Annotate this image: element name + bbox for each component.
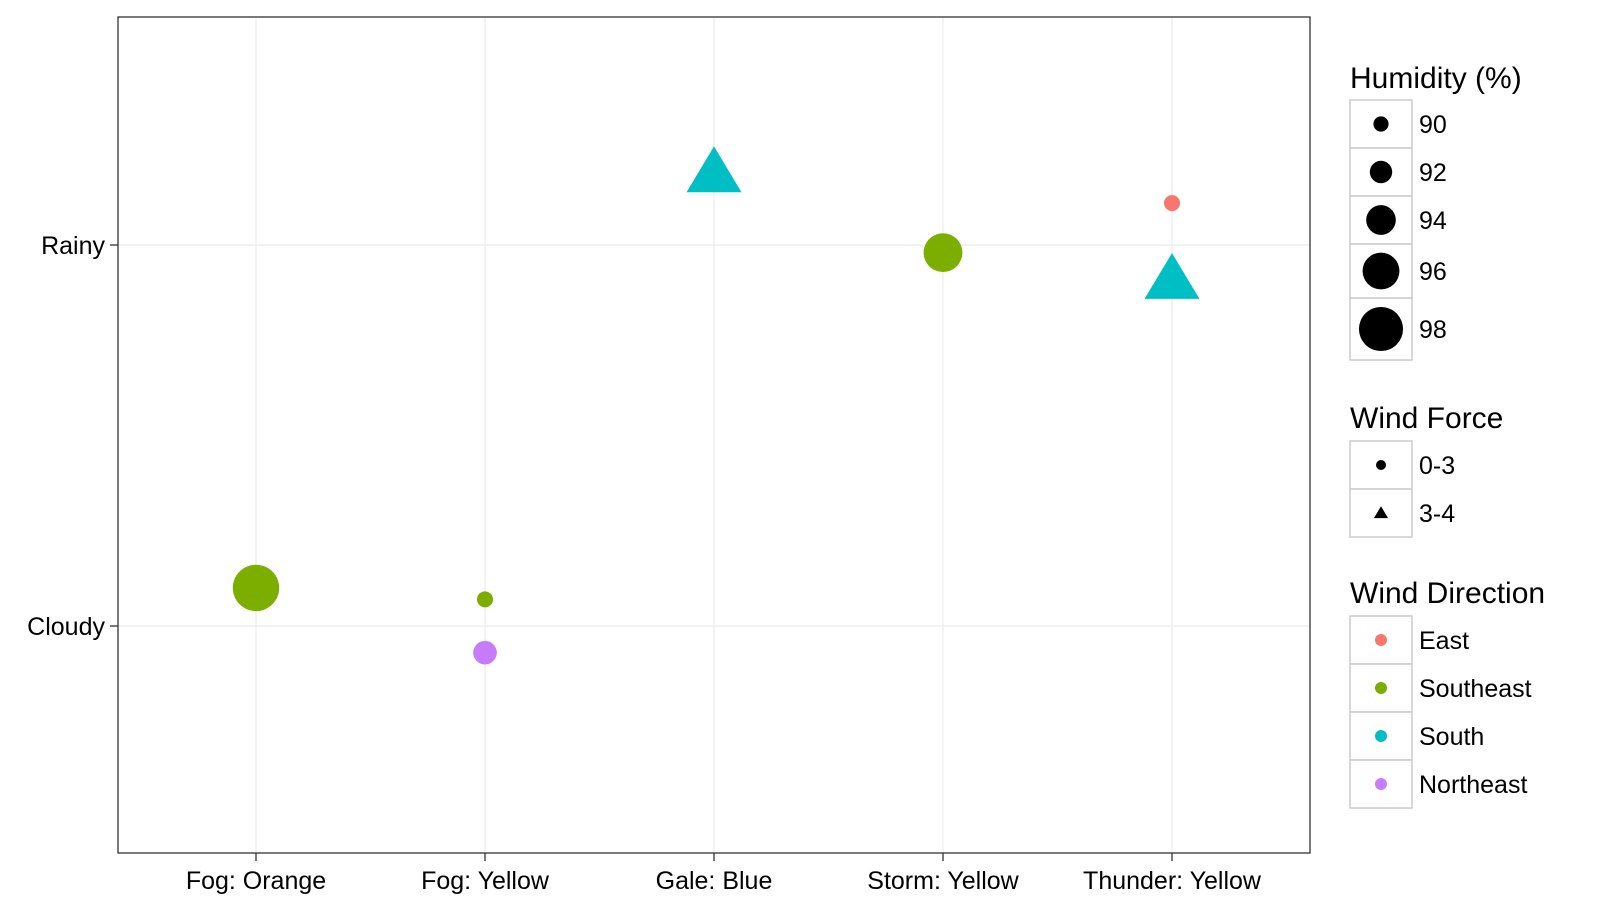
data-point bbox=[473, 640, 497, 665]
legend-symbol-wind-force bbox=[1376, 460, 1386, 470]
x-axis-tick-label: Fog: Yellow bbox=[421, 867, 550, 895]
data-point bbox=[477, 591, 493, 608]
y-axis-tick-label: Cloudy bbox=[27, 613, 105, 641]
x-axis-tick-label: Thunder: Yellow bbox=[1083, 867, 1262, 895]
legend-label-humidity: 90 bbox=[1419, 111, 1447, 139]
legend-label-humidity: 98 bbox=[1419, 316, 1447, 344]
legend-label-wind-direction: Northeast bbox=[1419, 771, 1527, 799]
legend-title-wind-force: Wind Force bbox=[1350, 402, 1503, 435]
legend-symbol-humidity bbox=[1366, 205, 1396, 235]
y-axis-tick-label: Rainy bbox=[41, 232, 105, 260]
x-axis-tick-label: Gale: Blue bbox=[656, 867, 773, 895]
data-point bbox=[1164, 195, 1180, 212]
legend-label-wind-direction: Southeast bbox=[1419, 675, 1532, 703]
legend-label-wind-force: 0-3 bbox=[1419, 452, 1455, 480]
legend: Humidity (%) 90 92 94 96 98 Wind Force 0-3 3-4 Wi… bbox=[1349, 62, 1545, 809]
legend-symbol-wind-direction bbox=[1375, 634, 1387, 646]
legend-symbol-humidity bbox=[1362, 252, 1400, 290]
x-axis-tick-label: Storm: Yellow bbox=[867, 867, 1019, 895]
grid-lines bbox=[118, 17, 1310, 853]
axes: Fog: Orange Fog: Yellow Gale: Blue Storm: Y… bbox=[27, 232, 1262, 895]
legend-symbol-wind-direction bbox=[1375, 682, 1387, 694]
data-point bbox=[1144, 253, 1200, 299]
data-point bbox=[232, 564, 280, 612]
legend-key bbox=[1349, 440, 1413, 490]
legend-label-wind-direction: South bbox=[1419, 723, 1484, 751]
data-point bbox=[923, 233, 963, 273]
legend-label-humidity: 92 bbox=[1419, 159, 1447, 187]
legend-label-humidity: 96 bbox=[1419, 258, 1447, 286]
legend-symbol-wind-force bbox=[1373, 506, 1389, 519]
data-points bbox=[232, 146, 1200, 665]
legend-symbol-humidity bbox=[1373, 116, 1389, 132]
x-axis-tick-label: Fog: Orange bbox=[186, 867, 326, 895]
legend-label-wind-force: 3-4 bbox=[1419, 500, 1455, 528]
legend-label-wind-direction: East bbox=[1419, 627, 1469, 655]
data-point bbox=[686, 146, 742, 193]
legend-symbol-humidity bbox=[1369, 160, 1393, 184]
legend-label-humidity: 94 bbox=[1419, 207, 1447, 235]
legend-title-wind-direction: Wind Direction bbox=[1350, 577, 1545, 610]
legend-symbol-wind-direction bbox=[1375, 778, 1387, 790]
legend-symbol-humidity bbox=[1358, 306, 1404, 352]
legend-title-humidity: Humidity (%) bbox=[1350, 62, 1522, 95]
legend-symbol-wind-direction bbox=[1375, 730, 1387, 742]
